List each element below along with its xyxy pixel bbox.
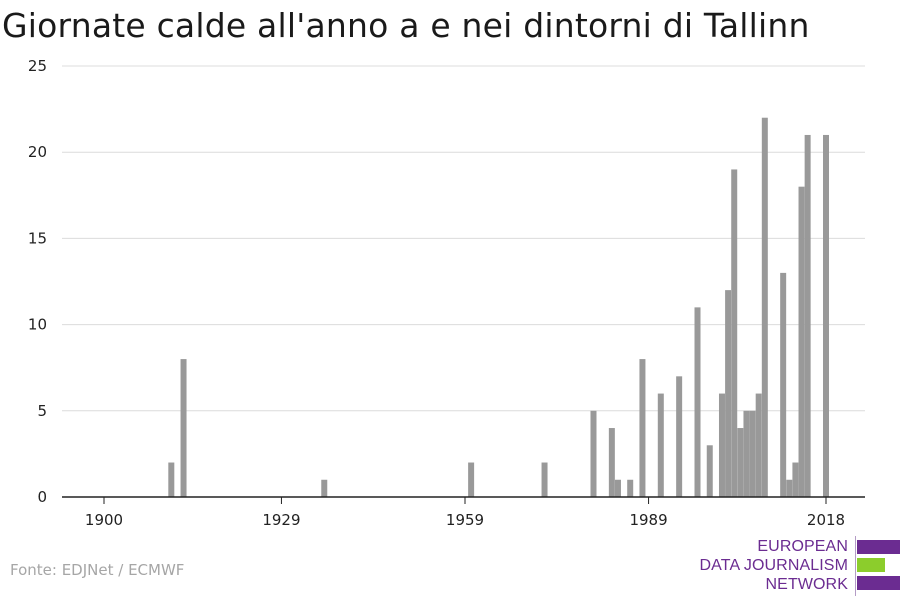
logo-bar-top xyxy=(857,540,900,554)
bar xyxy=(823,134,829,497)
logo-text-european: EUROPEAN xyxy=(757,538,848,555)
bar xyxy=(743,410,750,497)
bar xyxy=(694,307,701,497)
bar xyxy=(737,428,744,497)
bar xyxy=(639,359,646,497)
bar xyxy=(627,479,634,497)
bar xyxy=(168,462,175,497)
y-tick-label: 20 xyxy=(28,143,47,161)
bar xyxy=(749,410,756,497)
bar xyxy=(608,428,615,497)
x-tick-label: 1989 xyxy=(629,511,667,529)
bar xyxy=(761,117,768,497)
bar xyxy=(590,410,597,497)
bar xyxy=(804,134,811,497)
x-tick-label: 2018 xyxy=(807,511,845,529)
logo-divider xyxy=(855,536,856,596)
logo-text-network: NETWORK xyxy=(765,576,848,593)
bar xyxy=(780,272,787,497)
logo-text-data-journalism: DATA JOURNALISM xyxy=(699,557,848,574)
bar xyxy=(180,359,187,497)
y-tick-label: 5 xyxy=(37,402,47,420)
y-tick-label: 15 xyxy=(28,229,47,247)
bar xyxy=(706,445,713,497)
bar xyxy=(614,479,621,497)
logo-bar-bottom xyxy=(857,576,900,590)
x-tick-label: 1929 xyxy=(262,511,300,529)
source-note: Fonte: EDJNet / ECMWF xyxy=(10,561,185,579)
bar xyxy=(731,169,738,497)
chart-title: Giornate calde all'anno a e nei dintorni… xyxy=(2,6,810,45)
y-tick-label: 25 xyxy=(28,57,47,75)
x-tick-label: 1959 xyxy=(446,511,484,529)
bar xyxy=(725,290,732,497)
logo-bar-middle xyxy=(857,558,885,572)
edjnet-logo: EUROPEAN DATA JOURNALISM NETWORK xyxy=(699,536,900,596)
x-tick-label: 1900 xyxy=(85,511,123,529)
bar xyxy=(798,186,805,497)
bar xyxy=(676,376,683,497)
y-tick-label: 0 xyxy=(37,488,47,506)
bar xyxy=(792,462,799,497)
bar xyxy=(755,393,762,497)
bar xyxy=(657,393,664,497)
bar xyxy=(321,479,328,497)
bar xyxy=(541,462,548,497)
y-tick-label: 10 xyxy=(28,316,47,334)
bar xyxy=(718,393,725,497)
bar xyxy=(468,462,475,497)
bar xyxy=(786,479,793,497)
